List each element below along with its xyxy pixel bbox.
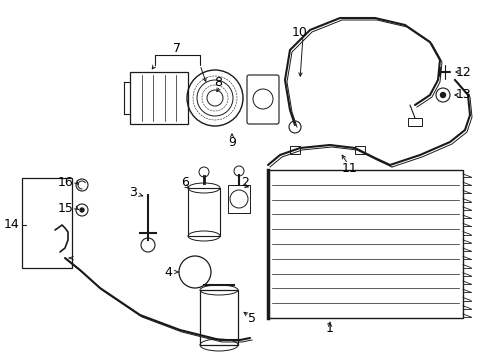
Text: 15: 15 xyxy=(58,202,74,215)
Bar xyxy=(200,290,238,345)
Bar xyxy=(408,118,422,126)
Text: 10: 10 xyxy=(292,26,308,39)
Bar xyxy=(290,146,300,154)
Text: 3: 3 xyxy=(129,185,137,198)
Text: 8: 8 xyxy=(214,76,222,89)
Text: 9: 9 xyxy=(228,135,236,148)
Text: 14: 14 xyxy=(4,219,20,231)
Text: 11: 11 xyxy=(342,162,358,175)
Text: 1: 1 xyxy=(326,321,334,334)
Circle shape xyxy=(80,208,84,212)
Bar xyxy=(355,146,365,154)
Text: 6: 6 xyxy=(181,176,189,189)
Text: 4: 4 xyxy=(164,266,172,279)
Bar xyxy=(228,185,250,213)
Circle shape xyxy=(441,93,445,98)
Text: 7: 7 xyxy=(173,41,181,54)
Text: 2: 2 xyxy=(241,176,249,189)
Text: 5: 5 xyxy=(248,311,256,324)
Bar xyxy=(268,170,463,318)
Text: 16: 16 xyxy=(58,175,74,189)
Text: 12: 12 xyxy=(456,66,472,78)
Text: 13: 13 xyxy=(456,89,472,102)
Bar xyxy=(130,72,188,124)
Bar xyxy=(188,188,220,236)
Bar xyxy=(22,178,72,268)
